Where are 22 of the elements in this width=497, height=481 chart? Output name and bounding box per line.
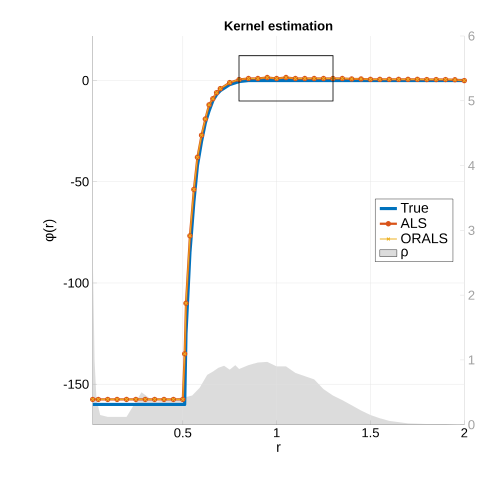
y2-tick-label: 0 bbox=[468, 420, 475, 430]
y2-tick-label: 2 bbox=[468, 290, 474, 300]
x-tick-label: 2 bbox=[461, 428, 468, 438]
y2-tick-label: 6 bbox=[468, 31, 475, 41]
x-axis-title: r bbox=[277, 444, 281, 452]
y2-tick-label: 5 bbox=[468, 96, 475, 106]
legend-label: ρ bbox=[401, 248, 408, 260]
y-tick-label: -50 bbox=[70, 177, 89, 186]
x-tick-label: 1.5 bbox=[362, 428, 379, 438]
x-tick-label: 1 bbox=[274, 428, 280, 438]
y2-tick-label: 3 bbox=[468, 226, 475, 235]
chart-title: Kernel estimation bbox=[224, 20, 332, 30]
legend-label: ALS bbox=[400, 218, 426, 228]
y-tick-label: -150 bbox=[64, 380, 89, 389]
y2-tick-label: 1 bbox=[468, 355, 474, 364]
legend-label: True bbox=[400, 202, 428, 213]
y-axis-title: φ(r) bbox=[43, 220, 56, 242]
y-tick-label: 0 bbox=[82, 76, 89, 86]
x-tick-label: 0.5 bbox=[174, 428, 192, 438]
legend-label: ORALS bbox=[401, 233, 448, 244]
y2-tick-label: 4 bbox=[468, 161, 475, 170]
y-tick-label: -100 bbox=[64, 278, 89, 288]
